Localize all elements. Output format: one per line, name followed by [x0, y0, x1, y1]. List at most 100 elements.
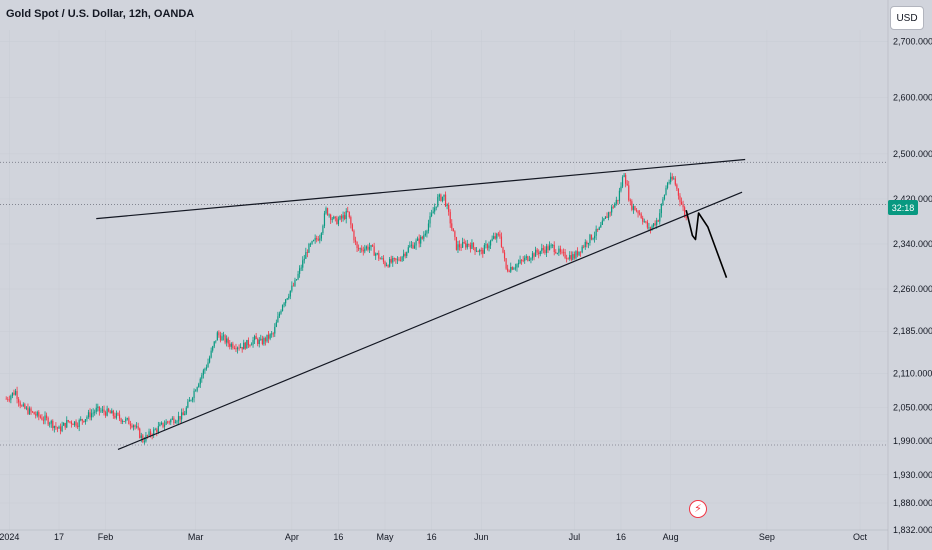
candle-body: [333, 216, 335, 219]
candle-body: [528, 259, 530, 261]
candle-body: [302, 260, 304, 268]
candle-body: [216, 332, 218, 341]
candle-body: [621, 177, 624, 187]
candle-body: [325, 208, 327, 214]
candle-body: [365, 246, 367, 249]
candle-body: [548, 245, 551, 251]
candle-body: [438, 194, 440, 197]
candle-body: [427, 223, 430, 231]
candle-body: [348, 211, 350, 218]
candle-body: [257, 339, 259, 345]
candle-body: [56, 427, 59, 429]
candle-body: [600, 224, 602, 228]
candle-body: [598, 227, 600, 230]
candle-body: [122, 421, 124, 422]
candle-body: [339, 216, 341, 220]
candle-body: [615, 199, 617, 204]
y-tick-label: 2,050.000: [893, 402, 932, 412]
candle-body: [525, 256, 527, 258]
candle-body: [317, 239, 319, 241]
candle-body: [437, 196, 439, 207]
candle-body: [280, 311, 282, 314]
candle-body: [98, 406, 100, 412]
candle-body: [204, 368, 206, 371]
candle-body: [552, 244, 554, 246]
candle-body: [337, 219, 340, 225]
candle-body: [139, 428, 141, 438]
x-tick-label: Mar: [188, 532, 204, 542]
currency-button[interactable]: USD: [890, 6, 924, 30]
candle-body: [16, 391, 18, 399]
candle-body: [261, 338, 263, 345]
candle-body: [353, 230, 355, 241]
candle-body: [233, 347, 236, 349]
candle-body: [10, 395, 12, 400]
candle-body: [620, 186, 622, 191]
candle-body: [146, 435, 149, 436]
candle-body: [72, 424, 74, 426]
candle-body: [612, 206, 614, 208]
candle-body: [128, 418, 130, 425]
candle-body: [263, 338, 265, 345]
candle-body: [640, 213, 642, 218]
candle-body: [246, 339, 248, 349]
candle-body: [230, 343, 232, 347]
candle-body: [174, 422, 177, 424]
candle-body: [458, 244, 461, 248]
candle-body: [168, 421, 170, 423]
candle-body: [25, 407, 27, 409]
candle-body: [584, 241, 586, 247]
candle-body: [227, 338, 229, 344]
candle-body: [208, 357, 211, 363]
y-tick-label: 2,500.000: [893, 149, 932, 159]
candle-body: [191, 398, 194, 401]
candle-body: [115, 413, 118, 418]
candle-body: [412, 244, 414, 249]
candle-body: [601, 220, 603, 225]
candle-body: [674, 178, 676, 185]
candle-body: [593, 235, 596, 239]
candle-body: [373, 246, 375, 256]
candle-body: [617, 199, 619, 201]
candle-body: [443, 194, 445, 197]
candle-body: [288, 296, 290, 299]
candle-body: [328, 214, 330, 216]
candle-body: [550, 244, 552, 246]
candle-body: [539, 251, 541, 255]
candle-body: [331, 218, 333, 220]
x-tick-label: Jun: [474, 532, 489, 542]
candle-body: [480, 249, 482, 251]
candle-body: [136, 426, 138, 428]
candle-body: [163, 424, 166, 427]
candle-body: [52, 420, 54, 429]
candle-body: [340, 216, 343, 219]
candle-body: [463, 242, 465, 244]
y-tick-label: 2,420.000: [893, 194, 932, 204]
candle-body: [424, 233, 426, 236]
candle-body: [628, 185, 630, 201]
candle-body: [603, 218, 605, 221]
candle-body: [556, 253, 558, 255]
candle-body: [417, 238, 419, 241]
candle-body: [32, 411, 34, 413]
candle-body: [295, 279, 298, 281]
candle-body: [429, 216, 431, 224]
candle-body: [595, 228, 597, 236]
candle-body: [28, 408, 31, 414]
candle-body: [569, 255, 571, 259]
x-tick-label: 17: [54, 532, 64, 542]
candle-body: [232, 343, 234, 348]
candle-body: [84, 419, 86, 422]
candle-body: [350, 217, 352, 225]
candle-body: [149, 431, 152, 436]
candle-body: [446, 204, 448, 207]
candle-body: [196, 387, 198, 391]
lightning-icon[interactable]: ⚡: [689, 500, 707, 518]
candle-body: [35, 414, 37, 416]
candle-body: [309, 243, 312, 245]
candle-body: [63, 422, 65, 426]
candle-body: [609, 212, 611, 214]
candle-body: [187, 401, 189, 408]
candle-body: [33, 411, 35, 415]
